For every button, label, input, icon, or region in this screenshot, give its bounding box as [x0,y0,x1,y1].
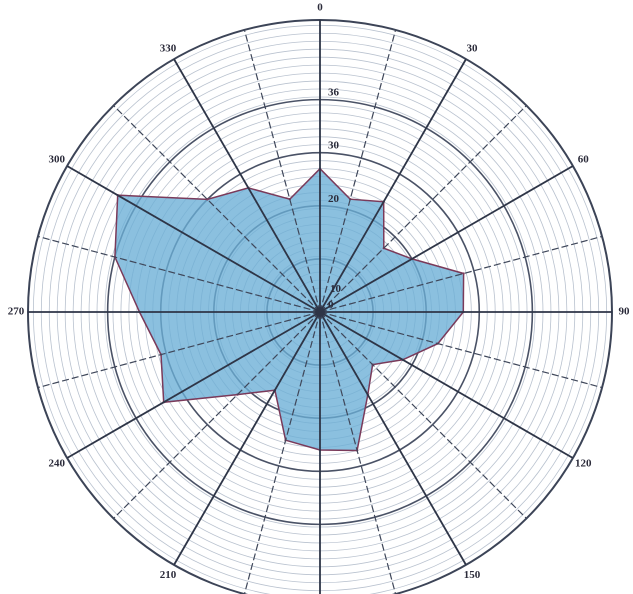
angle-tick-label: 270 [8,306,25,318]
minor-spoke [37,235,321,313]
minor-spoke [243,29,321,313]
angle-tick-label: 0 [317,2,323,14]
angle-tick-label: 60 [578,154,590,166]
radial-tick-label: 36 [328,87,340,99]
radial-tick-label: 10 [330,283,342,295]
major-spoke [66,311,321,459]
angle-tick-label: 240 [48,458,65,470]
major-spoke [319,58,467,313]
minor-spoke [319,311,397,594]
minor-spoke [243,311,321,594]
major-spoke [66,165,321,313]
angle-tick-label: 30 [467,42,479,54]
radial-tick-label: 20 [328,193,340,205]
minor-spoke [113,105,321,313]
data-point [462,272,465,275]
major-spoke [319,311,574,459]
major-spoke [173,311,321,566]
center-hub [315,307,325,317]
data-area [114,167,465,452]
angle-tick-label: 90 [619,306,631,318]
major-spoke [319,165,574,313]
minor-spoke [319,105,527,313]
angle-tick-label: 210 [160,569,177,581]
major-spoke [319,311,467,566]
angle-tick-label: 300 [48,154,65,166]
major-spoke [173,58,321,313]
radial-spokes [28,20,612,594]
minor-spoke [319,311,603,389]
data-area-layer [113,167,465,452]
angle-tick-label: 150 [464,569,481,581]
radial-tick-label: 30 [328,140,340,152]
minor-spoke [319,235,603,313]
tick-labels: 0 30 60 90 120 150 210 240 270 300 330 0 10 20 30 36 [8,2,630,581]
minor-spoke [319,29,397,313]
minor-spoke [37,311,321,389]
radial-tick-label: 0 [328,299,334,311]
angle-tick-label: 120 [575,458,592,470]
minor-spoke [319,311,527,519]
minor-spoke [113,311,321,519]
angle-tick-label: 330 [160,42,177,54]
